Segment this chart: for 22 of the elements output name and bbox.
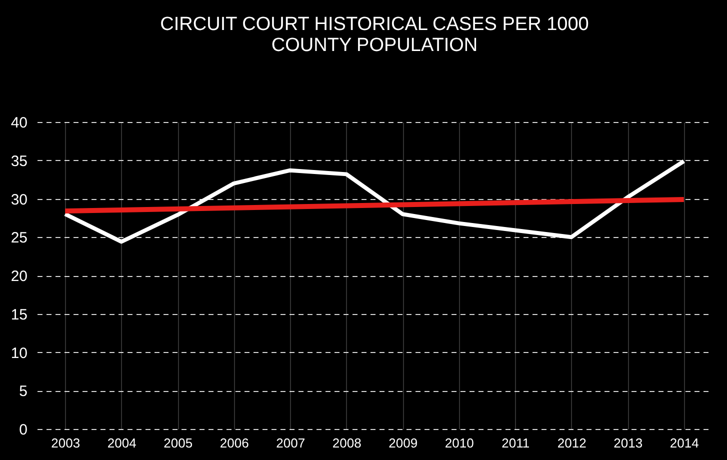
x-tick-label: 2010 [444, 436, 474, 450]
x-tick-label: 2012 [557, 436, 586, 450]
chart-title: CIRCUIT COURT HISTORICAL CASES PER 1000 COUNTY POPULATION [160, 14, 589, 56]
y-tick-label: 40 [10, 114, 28, 132]
x-tick-label: 2008 [332, 436, 362, 450]
x-tick-label: 2013 [614, 436, 643, 450]
x-tick-label: 2004 [107, 436, 136, 450]
x-tick-label: 2011 [502, 436, 530, 450]
x-tick-label: 2005 [164, 436, 193, 450]
x-tick-label: 2014 [670, 436, 699, 450]
x-tick-label: 2003 [51, 436, 80, 450]
x-tick-label: 2009 [388, 436, 418, 450]
y-tick-label: 10 [10, 344, 28, 362]
y-tick-label: 30 [10, 191, 28, 208]
y-tick-label: 15 [10, 306, 28, 324]
y-tick-label: 20 [10, 268, 28, 285]
x-tick-label: 2006 [220, 436, 249, 450]
y-tick-label: 0 [19, 422, 28, 438]
y-tick-label: 25 [10, 230, 28, 247]
y-tick-label: 35 [10, 152, 28, 170]
x-tick-label: 2007 [276, 436, 306, 450]
y-tick-label: 5 [19, 383, 28, 400]
